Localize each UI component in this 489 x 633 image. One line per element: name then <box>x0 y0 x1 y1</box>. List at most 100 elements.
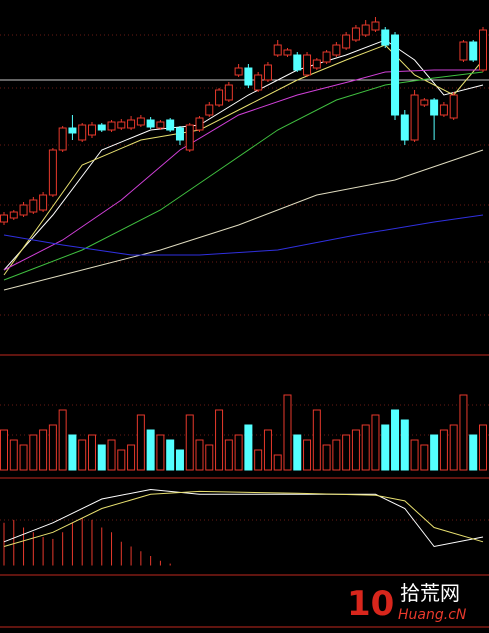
volume-bar <box>469 434 478 471</box>
candle-body <box>234 67 243 76</box>
candle-body <box>205 104 214 116</box>
volume-bar <box>273 454 282 471</box>
candle-body <box>273 44 282 56</box>
candle-body <box>263 64 272 81</box>
candle-body <box>0 214 8 223</box>
plot <box>0 17 489 566</box>
volume-bar <box>0 429 8 471</box>
volume-bar <box>78 439 87 471</box>
candle-body <box>166 119 175 131</box>
volume-bar <box>107 439 116 471</box>
candle-body <box>185 124 194 151</box>
volume-bar <box>263 429 272 471</box>
volume-bar <box>391 409 400 471</box>
moving-average <box>3 149 484 291</box>
volume-bar <box>39 429 48 471</box>
candle-body <box>469 41 478 61</box>
candle-body <box>439 104 448 116</box>
candle-body <box>312 59 321 69</box>
candle-body <box>215 89 224 106</box>
volume-bar <box>127 444 136 471</box>
candle-body <box>195 117 204 131</box>
volume-bar <box>303 439 312 471</box>
candle-body <box>175 127 184 141</box>
volume-bar <box>283 394 292 471</box>
candle-body <box>117 121 126 129</box>
volume-bar <box>234 434 243 471</box>
candle-body <box>322 51 331 63</box>
volume-bar <box>322 444 331 471</box>
volume-bar <box>215 409 224 471</box>
candle-body <box>303 54 312 76</box>
candle-body <box>146 119 155 128</box>
candle-body <box>459 41 468 61</box>
volume-bar <box>342 434 351 471</box>
volume-bar <box>293 434 302 471</box>
candle-body <box>19 204 28 216</box>
volume-bar <box>205 444 214 471</box>
watermark-domain: Huang.cN <box>398 607 467 623</box>
candle-body <box>410 94 419 141</box>
candle-body <box>479 29 487 71</box>
moving-average <box>3 69 483 271</box>
candle-body <box>342 34 351 49</box>
volume-bar <box>361 424 370 471</box>
candle-body <box>293 54 302 71</box>
volume-bar <box>254 449 263 471</box>
volume-bar <box>117 449 126 471</box>
candle-body <box>87 124 96 136</box>
volume-bar <box>410 439 419 471</box>
candle-body <box>283 49 292 56</box>
moving-average <box>3 214 484 256</box>
candle-body <box>136 117 145 126</box>
candle-body <box>48 149 57 196</box>
volume-bar <box>400 419 409 471</box>
volume-bar <box>195 439 204 471</box>
volume-bar <box>156 434 165 471</box>
volume-bar <box>87 434 96 471</box>
candle-body <box>224 84 233 101</box>
watermark-number: 10 <box>347 584 394 624</box>
volume-bar <box>175 449 184 471</box>
volume-bar <box>68 434 77 471</box>
moving-average <box>3 71 484 281</box>
volume-bar <box>244 424 253 471</box>
candle-body <box>58 127 67 151</box>
volume-bar <box>9 439 18 471</box>
moving-average <box>3 39 484 271</box>
volume-bar <box>19 444 28 471</box>
moving-average <box>3 44 484 276</box>
volume-bar <box>381 424 390 471</box>
candle-body <box>420 99 429 106</box>
candle-body <box>400 114 409 141</box>
volume-bar <box>439 429 448 471</box>
volume-bar <box>479 424 487 471</box>
volume-bar <box>185 414 194 471</box>
macd-line <box>3 488 484 548</box>
volume-bar <box>48 424 57 471</box>
volume-bar <box>449 424 458 471</box>
volume-bar <box>312 409 321 471</box>
volume-bar <box>166 439 175 471</box>
candle-body <box>127 119 136 129</box>
candle-body <box>107 121 116 131</box>
candle-body <box>430 99 439 116</box>
volume-bar <box>97 444 106 471</box>
candle-body <box>391 34 400 116</box>
candle-body <box>361 24 370 36</box>
candle-body <box>97 124 106 131</box>
candle-body <box>381 29 390 46</box>
candle-body <box>449 94 458 119</box>
volume-bar <box>459 394 468 471</box>
candle-body <box>78 124 87 141</box>
watermark-site: 拾荒网 <box>400 581 460 605</box>
candle-body <box>332 44 341 56</box>
candle-body <box>156 121 165 129</box>
candle-body <box>351 27 360 41</box>
volume-bar <box>332 439 341 471</box>
volume-bar <box>58 409 67 471</box>
volume-bar <box>371 414 380 471</box>
candle-body <box>254 74 263 91</box>
candle-body <box>244 67 253 86</box>
